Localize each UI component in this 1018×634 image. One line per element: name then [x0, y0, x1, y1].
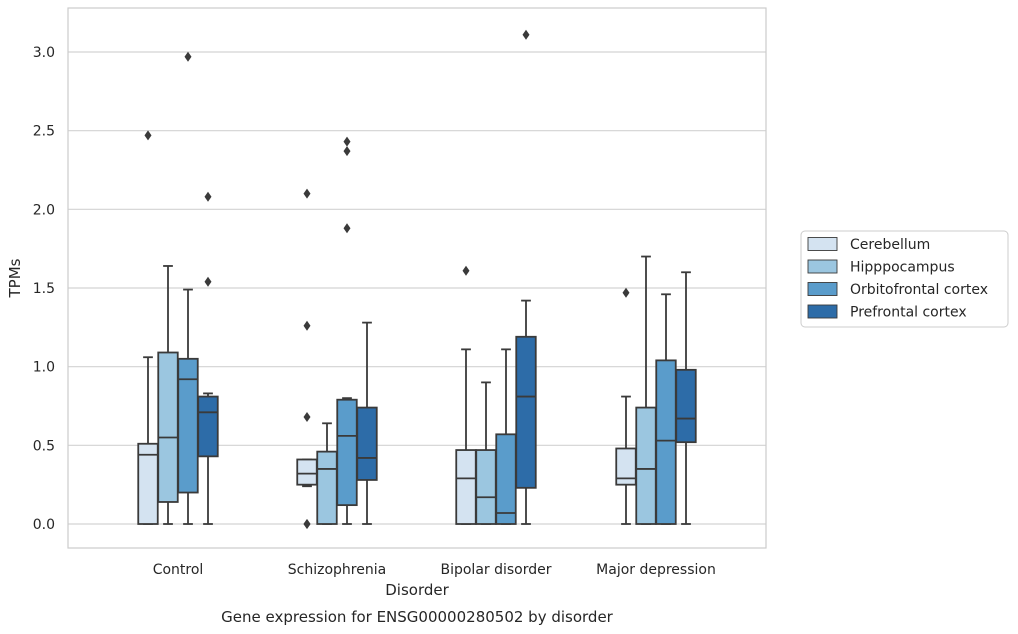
y-tick-label: 0.0: [33, 517, 55, 533]
series-prefrontal-cortex: [197, 29, 697, 525]
box: [157, 265, 179, 525]
outlier-point: [462, 265, 470, 276]
x-tick-labels: Control Schizophrenia Bipolar disorder Majo…: [153, 562, 716, 578]
x-tick-label: Schizophrenia: [288, 562, 386, 578]
y-tick-label: 0.5: [33, 438, 55, 454]
box: [336, 136, 358, 525]
legend-label: Cerebellum: [850, 237, 930, 253]
y-axis-label: TPMs: [6, 258, 24, 298]
outlier-point: [204, 276, 212, 287]
box-body: [515, 335, 537, 489]
x-tick-label: Major depression: [596, 562, 716, 578]
series-cerebellum: [137, 130, 637, 529]
box: [515, 29, 537, 525]
y-tick-label: 1.0: [33, 360, 55, 376]
box: [675, 271, 697, 525]
box-body: [455, 449, 477, 525]
x-tick-label: Control: [153, 562, 204, 578]
x-tick-label: Bipolar disorder: [440, 562, 551, 578]
outlier-point: [622, 287, 630, 298]
box: [495, 348, 517, 525]
box: [635, 255, 657, 525]
box-body: [296, 458, 318, 486]
y-tick-label: 1.5: [33, 281, 55, 297]
legend-label: Hipppocampus: [850, 260, 955, 276]
box-body: [316, 450, 338, 525]
legend-swatch: [807, 304, 838, 319]
box: [296, 188, 318, 529]
box: [615, 287, 637, 525]
plot-area-frame: [67, 7, 767, 549]
outlier-point: [303, 519, 311, 529]
y-tick-label: 3.0: [33, 45, 55, 61]
y-tick-labels: 0.0 0.5 1.0 1.5 2.0 2.5 3.0: [33, 45, 55, 533]
box-body: [635, 406, 657, 525]
legend-swatch: [807, 259, 838, 274]
outlier-point: [303, 188, 311, 199]
box-body: [475, 449, 497, 525]
outlier-point: [343, 136, 351, 147]
y-tick-label: 2.0: [33, 202, 55, 218]
outlier-point: [303, 320, 311, 331]
y-tick-label: 2.5: [33, 124, 55, 140]
box-series: [137, 29, 697, 529]
series-hipppocampus: [157, 255, 657, 525]
box-body: [157, 351, 179, 503]
box: [137, 130, 159, 525]
box-body: [356, 406, 378, 481]
legend-label: Orbitofrontal cortex: [850, 282, 988, 298]
box: [197, 191, 219, 525]
outlier-point: [144, 130, 152, 141]
outlier-point: [343, 146, 351, 157]
legend-swatch: [807, 282, 838, 296]
outlier-point: [184, 51, 192, 62]
x-axis-label: Disorder: [385, 581, 449, 599]
legend-frame: [800, 230, 1009, 328]
box-body: [197, 395, 219, 458]
legend-swatch: [807, 237, 838, 251]
outlier-point: [204, 191, 212, 202]
box-body: [137, 442, 159, 525]
outlier-point: [343, 223, 351, 234]
box: [356, 321, 378, 525]
outlier-point: [303, 412, 311, 423]
box-body: [675, 368, 697, 444]
box-body: [495, 433, 517, 525]
legend: Cerebellum Hipppocampus Orbitofrontal cort…: [800, 230, 1009, 328]
outlier-point: [522, 29, 530, 40]
box-body: [655, 359, 677, 525]
legend-label: Prefrontal cortex: [850, 305, 967, 321]
box-body: [336, 398, 358, 507]
chart-caption: Gene expression for ENSG00000280502 by d…: [221, 608, 614, 626]
